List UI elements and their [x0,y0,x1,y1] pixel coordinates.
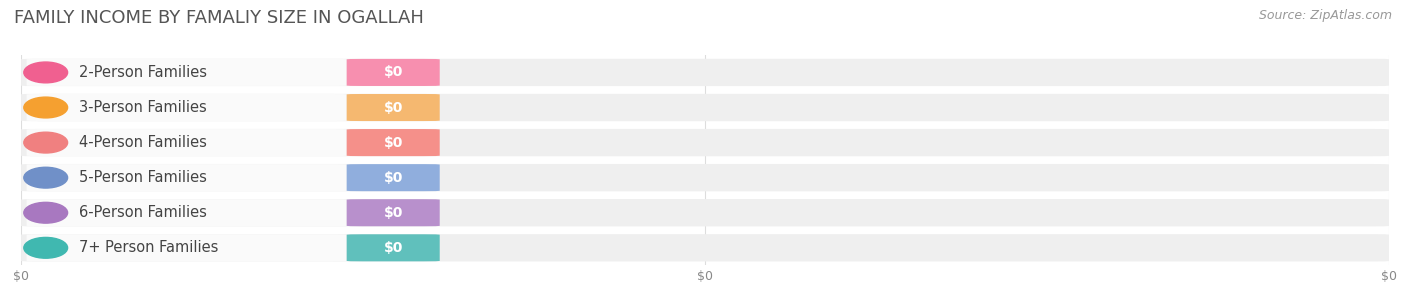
FancyBboxPatch shape [21,234,1389,261]
FancyBboxPatch shape [27,129,347,156]
Text: $0: $0 [384,136,404,149]
FancyBboxPatch shape [21,59,1389,86]
FancyBboxPatch shape [347,59,440,86]
Text: $0: $0 [384,101,404,114]
FancyBboxPatch shape [21,164,1389,191]
Ellipse shape [24,97,67,118]
FancyBboxPatch shape [27,199,347,226]
Text: 2-Person Families: 2-Person Families [79,65,207,80]
FancyBboxPatch shape [21,199,1389,226]
FancyBboxPatch shape [27,164,347,191]
Ellipse shape [24,167,67,188]
Text: 3-Person Families: 3-Person Families [79,100,207,115]
FancyBboxPatch shape [21,94,1389,121]
Text: 7+ Person Families: 7+ Person Families [79,240,218,255]
FancyBboxPatch shape [347,164,440,191]
Text: 5-Person Families: 5-Person Families [79,170,207,185]
Ellipse shape [24,132,67,153]
FancyBboxPatch shape [347,199,440,226]
Ellipse shape [24,62,67,83]
FancyBboxPatch shape [27,59,347,86]
FancyBboxPatch shape [347,94,440,121]
FancyBboxPatch shape [27,234,347,261]
Text: $0: $0 [384,171,404,185]
Text: $0: $0 [384,206,404,220]
Text: FAMILY INCOME BY FAMALIY SIZE IN OGALLAH: FAMILY INCOME BY FAMALIY SIZE IN OGALLAH [14,9,425,27]
Ellipse shape [24,202,67,223]
Text: 4-Person Families: 4-Person Families [79,135,207,150]
Text: $0: $0 [384,241,404,255]
FancyBboxPatch shape [21,129,1389,156]
Ellipse shape [24,237,67,258]
FancyBboxPatch shape [27,94,347,121]
FancyBboxPatch shape [347,129,440,156]
Text: $0: $0 [384,66,404,79]
Text: Source: ZipAtlas.com: Source: ZipAtlas.com [1258,9,1392,22]
Text: 6-Person Families: 6-Person Families [79,205,207,220]
FancyBboxPatch shape [347,234,440,261]
